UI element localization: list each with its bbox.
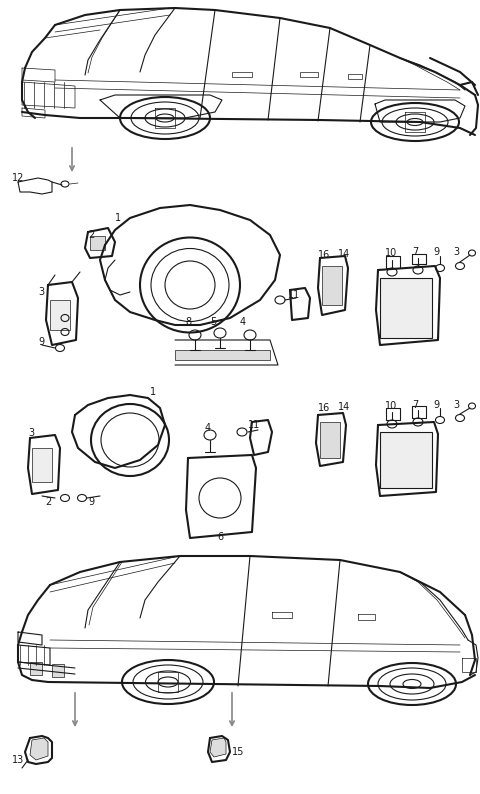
Text: 16: 16 <box>318 403 330 413</box>
Ellipse shape <box>91 404 169 476</box>
Text: 2: 2 <box>45 497 51 507</box>
Polygon shape <box>175 350 270 360</box>
Text: 13: 13 <box>12 755 24 765</box>
Polygon shape <box>380 432 432 488</box>
Polygon shape <box>30 738 48 760</box>
Text: 4: 4 <box>240 317 246 327</box>
Text: 4: 4 <box>205 423 211 433</box>
Text: 7: 7 <box>412 400 418 410</box>
Ellipse shape <box>122 660 214 704</box>
Text: 6: 6 <box>217 532 223 542</box>
Text: 11: 11 <box>288 290 300 300</box>
Polygon shape <box>52 664 64 677</box>
Ellipse shape <box>120 97 210 139</box>
Text: 1: 1 <box>115 213 121 223</box>
Polygon shape <box>380 278 432 338</box>
Text: 9: 9 <box>433 247 439 257</box>
Text: 5: 5 <box>210 317 216 327</box>
Text: 14: 14 <box>338 249 350 259</box>
Text: 12: 12 <box>12 173 24 183</box>
Text: 9: 9 <box>88 497 94 507</box>
Polygon shape <box>50 300 70 330</box>
Text: 8: 8 <box>185 317 191 327</box>
Polygon shape <box>30 662 42 675</box>
Text: 10: 10 <box>385 401 397 411</box>
Text: 3: 3 <box>453 400 459 410</box>
Text: 2: 2 <box>88 230 94 240</box>
Text: 3: 3 <box>453 247 459 257</box>
Text: 9: 9 <box>433 400 439 410</box>
Text: 11: 11 <box>248 420 260 430</box>
Text: 16: 16 <box>318 250 330 260</box>
Text: 7: 7 <box>412 247 418 257</box>
Text: 3: 3 <box>28 428 34 438</box>
Polygon shape <box>210 738 226 757</box>
Polygon shape <box>32 448 52 482</box>
Text: 9: 9 <box>38 337 44 347</box>
Text: 1: 1 <box>150 387 156 397</box>
Polygon shape <box>322 266 342 305</box>
Ellipse shape <box>371 103 459 141</box>
Ellipse shape <box>368 663 456 705</box>
Polygon shape <box>90 236 105 250</box>
Polygon shape <box>320 422 340 458</box>
Text: 14: 14 <box>338 402 350 412</box>
Ellipse shape <box>140 237 240 333</box>
Text: 3: 3 <box>38 287 44 297</box>
Text: 15: 15 <box>232 747 244 757</box>
Text: 10: 10 <box>385 248 397 258</box>
